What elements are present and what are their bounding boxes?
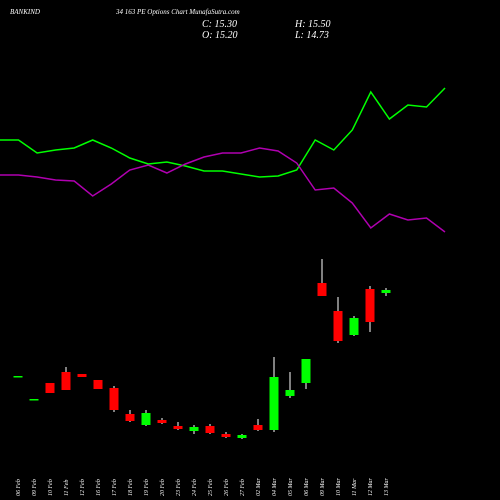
x-tick-label: 09 Feb [32,479,38,496]
x-tick-label: 20 Feb [160,479,166,496]
x-tick-label: 17 Feb [112,479,118,496]
x-tick-label: 13 Mar [384,478,390,496]
candle-body [141,413,151,425]
x-tick-label: 11 Mar [352,478,358,496]
candle-body [253,425,263,430]
candle-body [93,380,103,389]
candle-body [29,399,39,401]
x-tick-label: 10 Feb [48,479,54,496]
x-tick-label: 12 Feb [80,479,86,496]
x-tick-label: 02 Mar [256,478,262,496]
x-tick-label: 27 Feb [240,479,246,496]
candle-body [13,376,23,378]
candle-body [61,372,71,390]
x-tick-label: 06 Feb [16,479,22,496]
chart-title: BANKIND [10,8,40,16]
x-tick-label: 04 Mar [271,478,278,496]
x-tick-label: 18 Feb [128,479,134,496]
candle-body [365,289,375,322]
x-tick-label: 19 Feb [144,479,150,496]
candle-body [189,427,199,431]
high-label: H: 15.50 [294,19,331,30]
candle-body [349,318,359,335]
candle-body [45,383,55,393]
x-tick-label: 05 Mar [288,478,294,496]
x-tick-label: 11 Feb [64,480,70,496]
candle-body [333,311,343,341]
x-tick-label: 16 Feb [96,479,102,496]
x-tick-label: 26 Feb [224,479,230,496]
candle-body [173,426,183,429]
candle-body [205,426,215,433]
x-tick-label: 09 Mar [320,478,326,496]
candle-body [301,359,311,383]
indicator-line [0,87,446,178]
low-label: L: 14.73 [294,30,329,41]
x-tick-label: 25 Feb [208,479,214,496]
candle-body [109,388,119,410]
x-tick-label: 06 Mar [304,478,310,496]
candle-body [317,283,327,296]
x-tick-label: 23 Feb [176,479,182,496]
candle-body [77,374,87,377]
close-label: C: 15.30 [202,19,237,30]
x-tick-label: 10 Mar [336,478,342,496]
x-tick-label: 24 Feb [191,479,198,496]
candle-body [237,435,247,438]
indicator-line [0,147,446,233]
candle-body [125,414,135,421]
open-label: O: 15.20 [202,30,238,41]
candle-body [285,390,295,396]
chart-subtitle: 34 163 PE Options Chart MunafaSutra.com [115,8,240,16]
candle-body [221,434,231,437]
candle-body [269,377,279,430]
candle-body [157,420,167,423]
x-tick-label: 12 Mar [368,478,374,496]
candle-body [381,290,391,293]
